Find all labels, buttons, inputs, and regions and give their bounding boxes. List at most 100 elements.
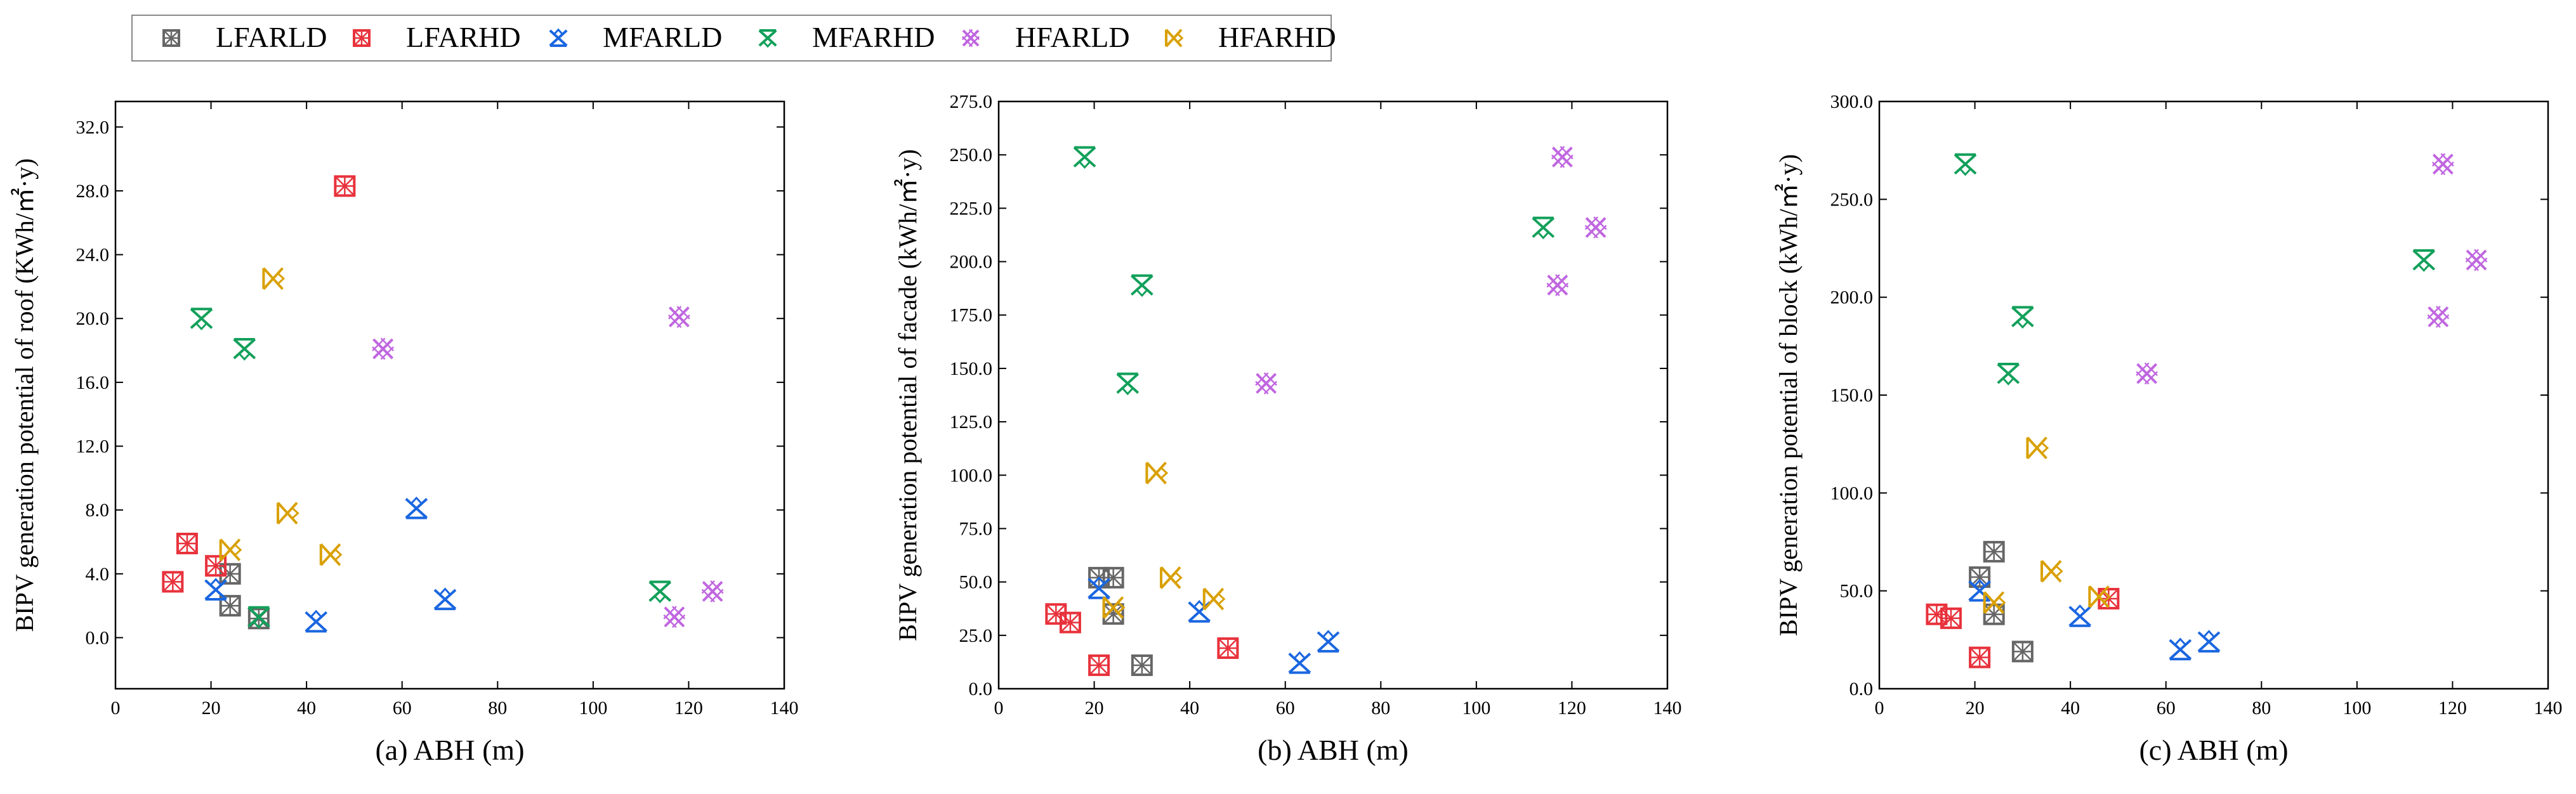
point-mfarhd [1997, 363, 2020, 386]
point-hfarhd [277, 502, 299, 525]
point-mfarld [1088, 576, 1110, 599]
y-tick-label: 200.0 [950, 252, 993, 273]
series-hfarhd [219, 267, 343, 566]
point-hfarld [1551, 146, 1574, 168]
point-hfarhd [2040, 559, 2063, 583]
x-tick-label: 100 [2343, 698, 2371, 719]
point-lfarhd [162, 571, 184, 593]
y-axis-label: BIPV generation potential of facade (kWh… [893, 149, 922, 641]
series-hfarhd [1102, 462, 1226, 619]
point-lfarhd [205, 555, 227, 577]
x-tick-label: 140 [770, 698, 799, 719]
point-hfarhd [1145, 462, 1169, 485]
x-tick-label: 60 [393, 698, 412, 719]
point-mfarhd [2011, 306, 2034, 329]
legend-label-mfarhd: MFARHD [812, 21, 935, 53]
point-lfarhd [176, 533, 198, 555]
point-mfarhd [1131, 274, 1153, 297]
y-tick-label: 25.0 [959, 625, 993, 646]
series-mfarld [1968, 578, 2221, 661]
y-axis-label: BIPV generation potential of block (kWh/… [1774, 154, 1803, 636]
point-mfarhd [2412, 249, 2436, 272]
x-tick-label: 80 [2252, 698, 2271, 719]
point-hfarhd [1160, 566, 1183, 589]
point-hfarhd [2026, 436, 2049, 460]
series-hfarld [2136, 153, 2488, 385]
legend-frame [131, 15, 1332, 62]
legend-marker-lfarld [162, 29, 180, 47]
x-tick-label: 120 [1558, 698, 1586, 719]
x-tick-label: 80 [1371, 698, 1390, 719]
point-lfarld [1983, 603, 2005, 625]
y-tick-label: 0.0 [969, 679, 993, 700]
point-lfarld [2011, 641, 2034, 663]
x-axis-label: (b) ABH (m) [1258, 734, 1409, 766]
y-tick-label: 250.0 [950, 145, 993, 166]
y-tick-label: 150.0 [950, 358, 993, 379]
series-lfarhd [1926, 588, 2120, 668]
x-tick-label: 20 [1085, 698, 1104, 719]
point-hfarhd [1102, 596, 1126, 619]
point-mfarhd [247, 606, 270, 629]
legend: LFARLD LFARHD MFARLD MFARHD HFARLD HFARHD [131, 15, 1336, 62]
legend-marker-hfarld [961, 29, 980, 48]
point-hfarhd [262, 267, 286, 290]
y-tick-label: 24.0 [76, 245, 110, 266]
x-tick-label: 0 [994, 698, 1004, 719]
point-hfarld [663, 606, 686, 628]
point-mfarld [1288, 651, 1311, 674]
point-mfarld [305, 609, 328, 633]
series-lfarhd [1045, 603, 1239, 676]
y-tick-label: 125.0 [950, 412, 993, 433]
point-hfarhd [1983, 591, 2006, 615]
y-tick-label: 0.0 [1850, 679, 1874, 700]
point-mfarhd [648, 580, 672, 604]
point-lfarld [219, 563, 241, 585]
x-axis-label: (a) ABH (m) [375, 734, 524, 766]
x-tick-label: 120 [2438, 698, 2467, 719]
point-mfarld [2068, 604, 2092, 627]
legend-marker-mfarld [549, 28, 568, 47]
chart-panels: 0 20 40 60 80 100 120 140 0.0 4.0 8.0 12.0 16.0 20.0 2… [10, 91, 2563, 766]
x-tick-label: 40 [2061, 698, 2080, 719]
y-tick-label: 275.0 [950, 91, 993, 112]
x-tick-label: 20 [202, 698, 221, 719]
legend-marker-lfarhd [353, 29, 371, 47]
y-axis-label: BIPV generation potential of roof (KWh/㎡… [10, 159, 39, 632]
point-hfarld [1584, 216, 1607, 239]
y-tick-label: 0.0 [86, 627, 110, 648]
series-hfarld [1255, 146, 1607, 394]
point-mfarhd [1116, 372, 1140, 396]
point-hfarhd [319, 543, 343, 566]
x-tick-label: 20 [1966, 698, 1985, 719]
point-hfarld [2431, 153, 2454, 176]
legend-label-hfarhd: HFARHD [1218, 21, 1336, 53]
point-lfarld [1102, 566, 1124, 589]
x-tick-label: 40 [1180, 698, 1199, 719]
point-lfarhd [1088, 654, 1110, 676]
legend-marker-mfarhd [758, 29, 777, 48]
point-lfarhd [1217, 637, 1239, 660]
y-tick-label: 20.0 [76, 308, 110, 329]
y-tick-label: 12.0 [76, 436, 110, 457]
point-mfarhd [233, 338, 256, 361]
x-tick-label: 100 [1462, 698, 1490, 719]
chart-panel-3: 0 20 40 60 80 100 120 140 0.0 50.0 100.0 150.0 200.0… [1774, 91, 2563, 766]
series-mfarhd [1954, 153, 2436, 386]
point-lfarld [1969, 566, 1991, 589]
point-lfarhd [1969, 646, 1991, 668]
x-tick-label: 40 [297, 698, 316, 719]
point-hfarld [1255, 372, 1277, 394]
point-mfarld [204, 578, 227, 601]
legend-marker-hfarhd [1165, 29, 1184, 48]
y-tick-label: 4.0 [86, 564, 110, 585]
y-tick-label: 300.0 [1830, 91, 1874, 112]
series-mfarhd [1073, 146, 1555, 396]
y-tick-label: 8.0 [86, 500, 110, 521]
point-mfarld [433, 587, 457, 611]
x-tick-label: 80 [488, 698, 507, 719]
x-tick-label: 0 [111, 698, 121, 719]
legend-label-hfarld: HFARLD [1015, 21, 1130, 53]
x-axis-label: (c) ABH (m) [2139, 734, 2288, 766]
